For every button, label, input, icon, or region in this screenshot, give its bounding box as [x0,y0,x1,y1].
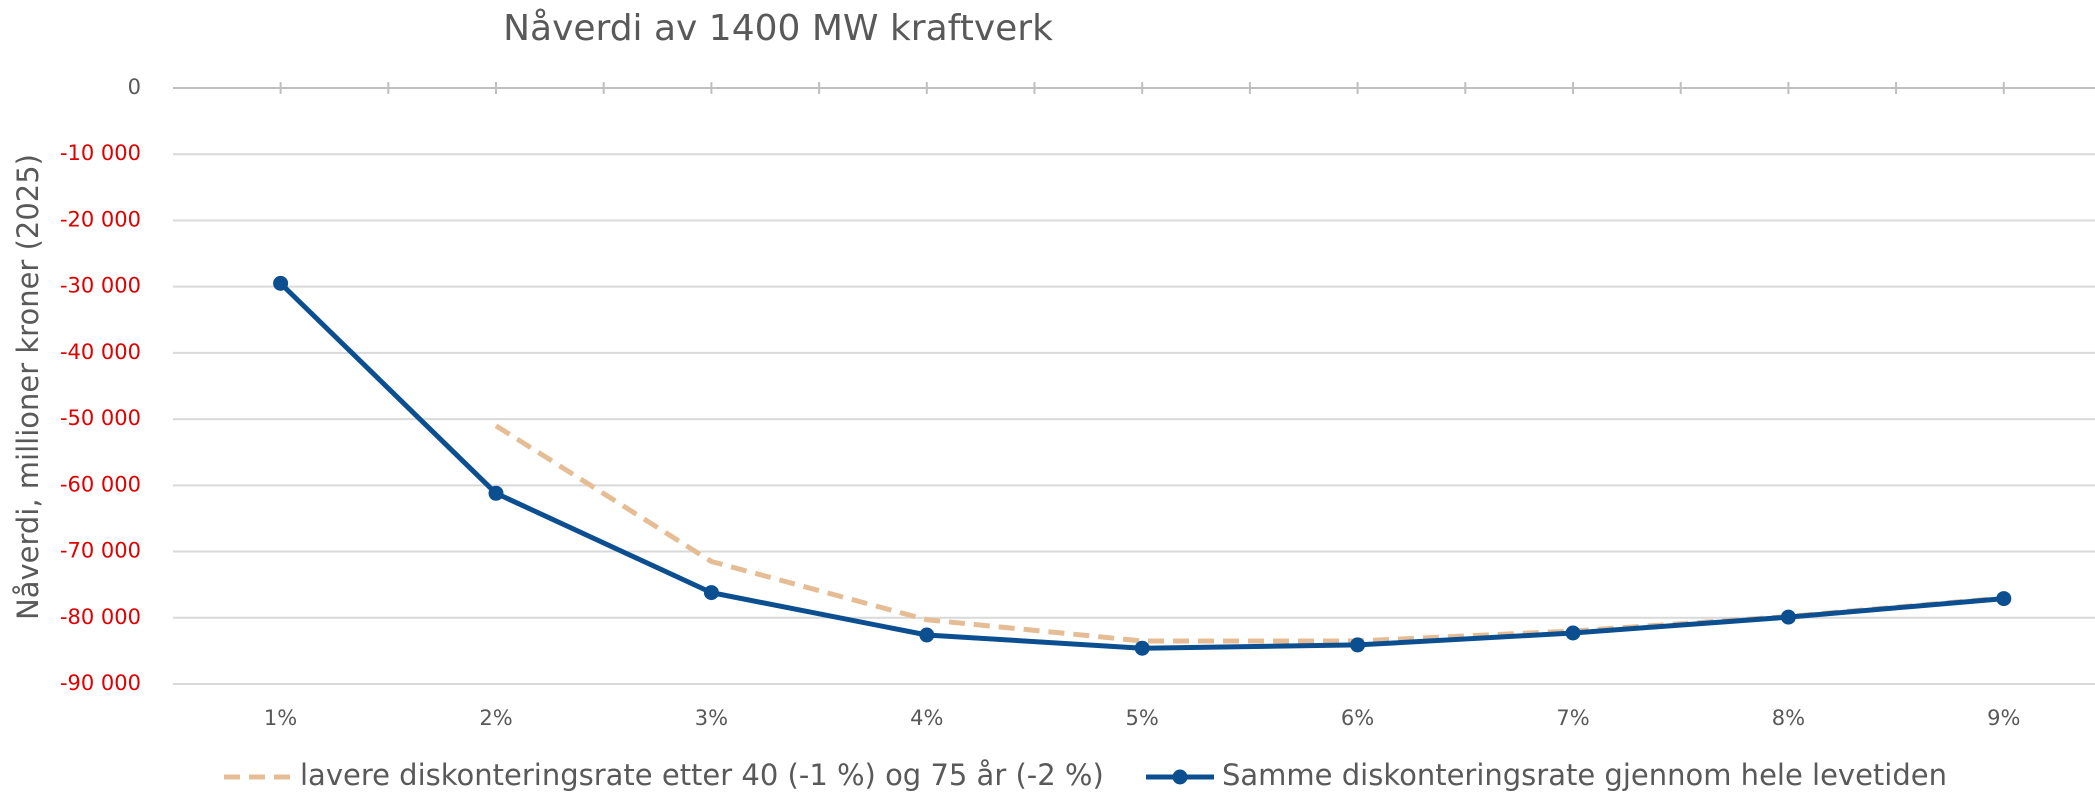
x-tick-label: 5% [1126,706,1159,730]
x-tick-label: 1% [264,706,297,730]
y-axis-label: Nåverdi, millioner kroner (2025) [11,154,45,620]
point [1134,640,1150,656]
y-tick-label: -40 000 [60,340,141,364]
series-line [494,423,2005,644]
y-tick-label: -90 000 [60,671,141,695]
y-tick-label: -60 000 [60,472,141,496]
legend-marker [1172,769,1188,785]
point [1565,625,1581,641]
y-tick-label: -80 000 [60,605,141,629]
x-tick-label: 7% [1556,706,1589,730]
legend-label: Samme diskonteringsrate gjennom hele lev… [1222,758,1947,792]
legend-label: lavere diskonteringsrate etter 40 (-1 %)… [300,758,1104,792]
y-tick-label: -10 000 [60,141,141,165]
y-tick-label: -20 000 [60,207,141,231]
point [703,585,719,601]
x-tick-label: 8% [1772,706,1805,730]
x-tick-label: 2% [479,706,512,730]
y-tick-label: -30 000 [60,274,141,298]
point [919,627,935,643]
point [1350,637,1366,653]
x-tick-label: 6% [1341,706,1374,730]
x-tick-label: 3% [695,706,728,730]
y-tick-label: -50 000 [60,406,141,430]
x-tick-label: 4% [910,706,943,730]
y-tick-label: 0 [128,75,141,99]
point [1996,591,2012,607]
point [1780,609,1796,625]
point [273,275,289,291]
series-line [278,281,2005,651]
y-tick-label: -70 000 [60,539,141,563]
point [488,485,504,501]
chart-title: Nåverdi av 1400 MW kraftverk [503,8,1053,49]
x-tick-label: 9% [1987,706,2020,730]
